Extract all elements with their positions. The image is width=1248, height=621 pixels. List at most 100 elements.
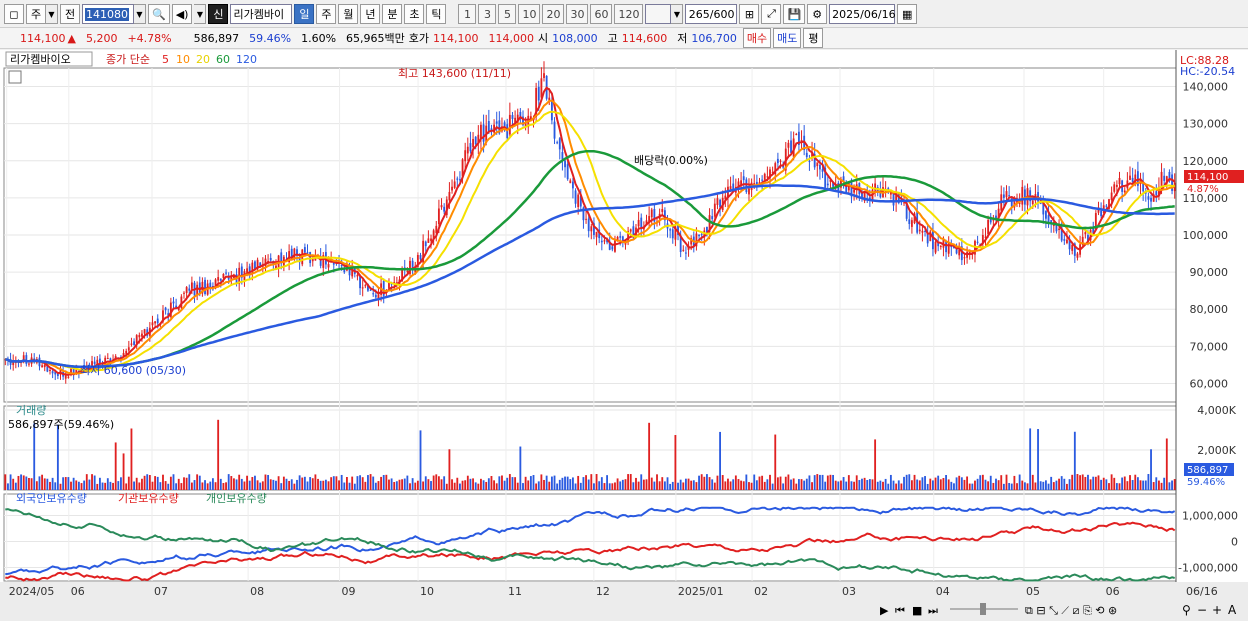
candle-body (564, 160, 566, 168)
volume-bar (180, 483, 183, 490)
candle-body (755, 181, 758, 186)
custom-interval-input[interactable] (645, 4, 672, 24)
type-select[interactable]: 주 ▼ (26, 4, 58, 24)
sell-button[interactable]: 매도 (773, 28, 802, 48)
volume-bar (120, 477, 122, 490)
interval-10-button[interactable]: 10 (518, 4, 541, 24)
candle-body (72, 368, 75, 375)
date-input[interactable]: 2025/06/16 (829, 4, 896, 24)
candle-body (416, 255, 419, 267)
search-icon[interactable]: ⚲ (1182, 603, 1191, 617)
volume-bar (658, 481, 661, 490)
volume-bar (7, 483, 9, 490)
stop-icon[interactable]: ■ (912, 604, 922, 617)
candle-body (853, 189, 856, 193)
stock-code-input[interactable]: 141080 (82, 4, 134, 24)
candle-body (918, 229, 921, 232)
holdings-line-2 (5, 508, 1175, 582)
volume-bar (330, 477, 333, 490)
volume-bar (127, 476, 130, 490)
period-month-button[interactable]: 월 (338, 4, 359, 24)
volume-bar (522, 483, 524, 490)
chart-table-icon[interactable] (8, 70, 22, 84)
zoom-slider-handle[interactable] (980, 603, 986, 615)
count-field[interactable]: 265/600 (685, 4, 738, 24)
date-tick-label: 08 (250, 585, 264, 598)
draw-tool-icon[interactable]: ⤢ (761, 4, 782, 24)
candle-body (1110, 192, 1113, 201)
period-week-button[interactable]: 주 (316, 4, 337, 24)
period-minute-button[interactable]: 분 (382, 4, 403, 24)
chevron-down-icon[interactable]: ▼ (671, 4, 684, 24)
volume-bar (1005, 474, 1008, 490)
indicator-icon[interactable]: ⊞ (739, 4, 760, 24)
interval-30-button[interactable]: 30 (566, 4, 589, 24)
candle-body (435, 225, 438, 234)
volume-bar (285, 478, 288, 490)
eval-button[interactable]: 평 (803, 28, 824, 48)
volume-bar (369, 474, 372, 490)
scroll-right-icon[interactable]: ▶ (880, 604, 889, 617)
volume-bar (38, 476, 41, 490)
search-icon[interactable]: 🔍 (148, 4, 170, 24)
period-second-button[interactable]: 초 (404, 4, 425, 24)
custom-interval-combo[interactable]: ▼ (645, 4, 684, 24)
scroll-last-icon[interactable]: ⏭ (928, 604, 938, 617)
interval-3-button[interactable]: 3 (478, 4, 497, 24)
candle-body (343, 267, 346, 273)
candle-body (582, 207, 585, 221)
candle-body (1142, 182, 1145, 192)
tool-icons[interactable]: ⧉ ⊟ ⤡ ⟋ ⧄ ⎘ ⟲ ⊛ (1025, 604, 1117, 617)
candle-body (608, 241, 611, 250)
interval-120-button[interactable]: 120 (614, 4, 644, 24)
period-tick-button[interactable]: 틱 (426, 4, 447, 24)
candle-body (130, 343, 133, 345)
candle-body (190, 282, 193, 289)
stock-code-combo[interactable]: 141080 ▼ (82, 4, 146, 24)
candle-body (1115, 184, 1118, 187)
candle-body (1165, 176, 1168, 184)
interval-5-button[interactable]: 5 (498, 4, 517, 24)
candle-body (645, 220, 648, 226)
buy-button[interactable]: 매수 (742, 28, 772, 48)
volume-bar (338, 480, 340, 490)
zoom-in-icon[interactable]: + (1212, 603, 1222, 617)
candle-body (516, 114, 519, 123)
volume-bar (259, 482, 262, 490)
zoom-out-icon[interactable]: − (1197, 603, 1207, 617)
interval-20-button[interactable]: 20 (542, 4, 565, 24)
stock-chart[interactable]: 140,000 130,000 120,000 110,000 100,000 90,00… (0, 50, 1248, 621)
window-menu-icon[interactable]: ◻ (4, 4, 24, 24)
period-year-button[interactable]: 년 (360, 4, 381, 24)
chevron-down-icon[interactable]: ▼ (194, 4, 207, 24)
volume-bar (598, 481, 601, 490)
volume-bar (740, 480, 743, 490)
speaker-icon[interactable]: ◀) (171, 4, 193, 24)
candle-body (753, 183, 756, 185)
chevron-down-icon[interactable]: ▼ (134, 4, 146, 24)
gear-icon[interactable]: ⚙ (807, 4, 828, 24)
volume-bar (1142, 480, 1145, 490)
volume-bar (138, 482, 141, 490)
volume-bar (353, 483, 356, 490)
save-icon[interactable]: 💾 (783, 4, 806, 24)
font-size-icon[interactable]: A (1228, 603, 1237, 617)
volume-bar (175, 483, 178, 490)
period-day-button[interactable]: 일 (294, 4, 315, 24)
candle-body (319, 256, 322, 266)
calendar-icon[interactable]: ▦ (897, 4, 918, 24)
volume-bar (797, 479, 800, 490)
volume-bar (54, 482, 57, 490)
volume-bar (453, 482, 456, 490)
interval-60-button[interactable]: 60 (590, 4, 613, 24)
volume-bar (382, 474, 385, 490)
interval-1-button[interactable]: 1 (458, 4, 477, 24)
scroll-first-icon[interactable]: ⏮ (895, 604, 905, 617)
volume-current-label: 586,897 (1187, 465, 1228, 476)
all-button[interactable]: 전 (60, 4, 80, 24)
volume-bar (1079, 475, 1082, 490)
volume-bar (753, 474, 756, 490)
volume-bar (474, 482, 477, 490)
volume-bar (527, 480, 530, 490)
chevron-down-icon[interactable]: ▼ (46, 4, 58, 24)
